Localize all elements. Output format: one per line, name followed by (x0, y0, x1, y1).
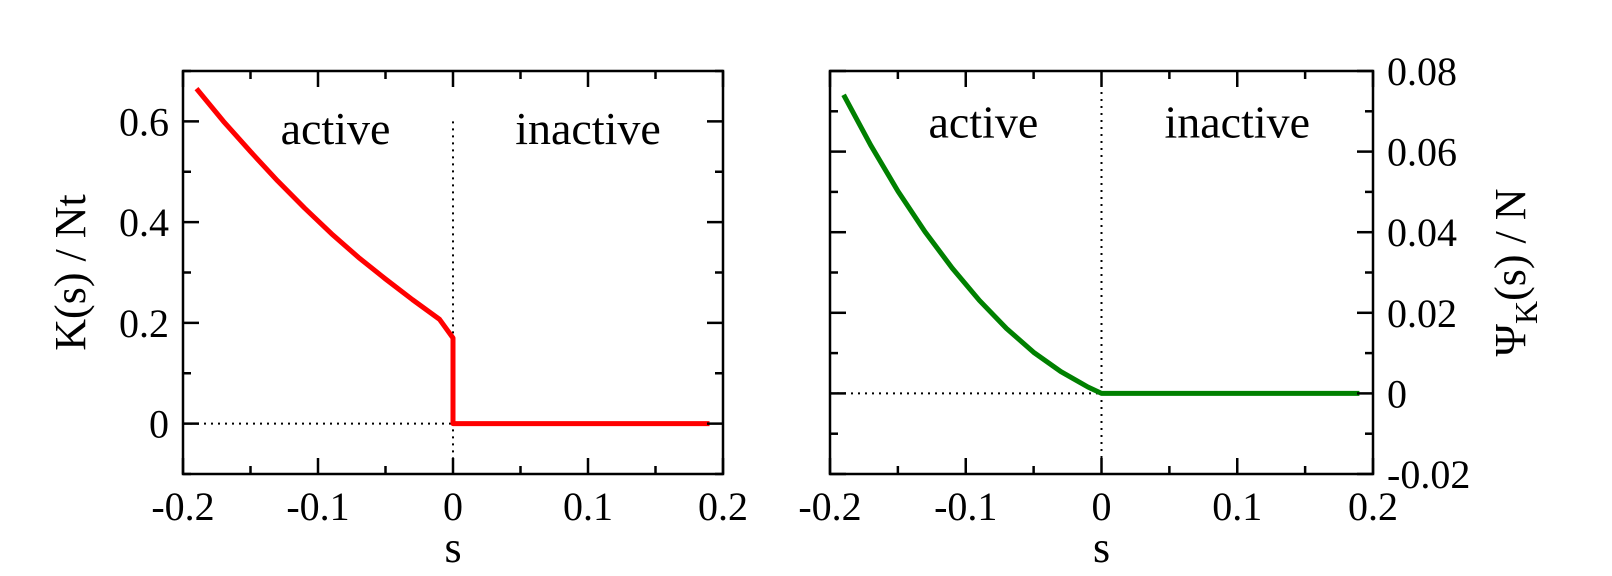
chart1-x-axis-title: s (1093, 523, 1110, 572)
chart1-x-tick-label: -0.2 (798, 484, 861, 529)
chart0-annotation-inactive: inactive (515, 103, 661, 154)
chart0-y-tick-label: 0 (149, 402, 169, 447)
chart0-x-tick-label: -0.1 (286, 484, 349, 529)
chart1-annotation-inactive: inactive (1164, 96, 1310, 147)
chart1-x-tick-label: 0.2 (1348, 484, 1398, 529)
chart0-y-tick-label: 0.2 (119, 301, 169, 346)
left-chart-panel: -0.2 -0.1 0 0.1 0.2 0 0.2 0.4 0.6 s K(s) / Nt activ… (46, 69, 748, 572)
chart0-annotation-active: active (281, 103, 391, 154)
chart1-x-tick-label: 0.1 (1212, 484, 1262, 529)
chart0-y-tick-label: 0.4 (119, 200, 169, 245)
chart0-x-tick-label: -0.2 (151, 484, 214, 529)
chart0-x-axis-title: s (444, 523, 461, 572)
chart1-y-tick-label: -0.02 (1387, 452, 1470, 497)
chart1-y-tick-label: 0.06 (1387, 130, 1457, 175)
chart1-y-axis-title: ΨK(s) / N (1486, 188, 1544, 356)
chart0-x-tick-label: 0.2 (698, 484, 748, 529)
chart1-x-tick-label: -0.1 (934, 484, 997, 529)
chart1-y-tick-label: 0.02 (1387, 291, 1457, 336)
chart0-y-axis-title: K(s) / Nt (46, 194, 95, 350)
chart1-y-tick-label: 0.04 (1387, 210, 1457, 255)
chart1-series-line-0 (841, 93, 1360, 396)
chart0-x-tick-label: 0 (443, 484, 463, 529)
chart0-series-line-0 (194, 87, 710, 427)
right-chart-panel: -0.2 -0.1 0 0.1 0.2-0.02 0 0.02 0.04 0.06 0.08 s ΨK… (798, 49, 1544, 572)
chart1-annotation-active: active (928, 96, 1038, 147)
chart0-x-tick-label: 0.1 (563, 484, 613, 529)
chart1-y-tick-label: 0 (1387, 371, 1407, 416)
chart0-y-tick-label: 0.6 (119, 99, 169, 144)
chart1-y-tick-label: 0.08 (1387, 49, 1457, 94)
chart1-x-tick-label: 0 (1092, 484, 1112, 529)
